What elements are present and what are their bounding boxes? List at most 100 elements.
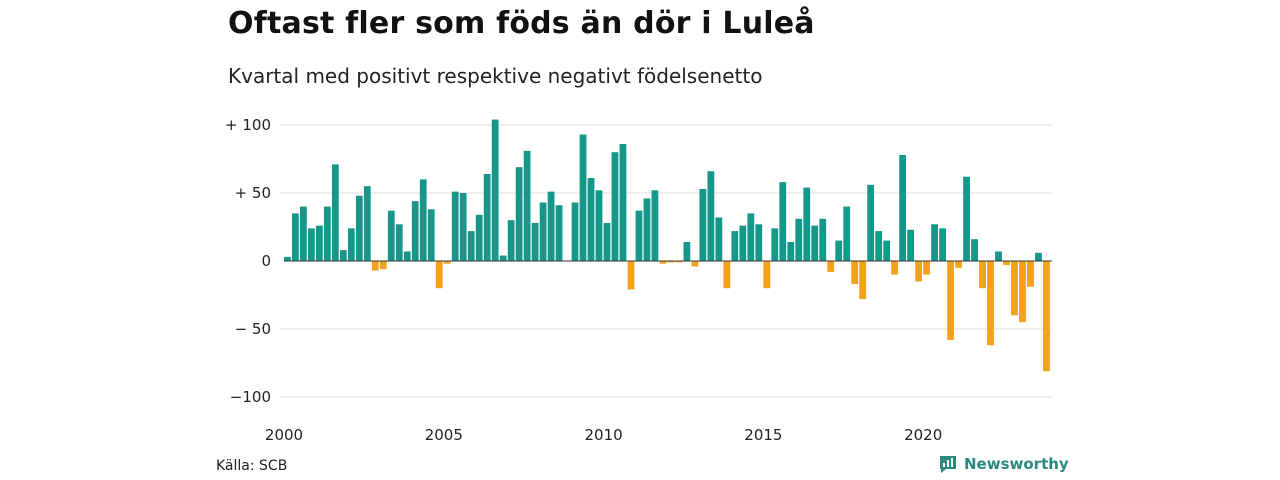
- bar-2015-k4: [787, 241, 795, 261]
- bar-2002-k2: [355, 195, 363, 261]
- bar-2005-k3: [459, 193, 467, 261]
- bar-2000-k4: [307, 228, 315, 261]
- bar-2007-k4: [531, 222, 539, 261]
- bar-2015-k1: [763, 261, 771, 289]
- bar-2011-k4: [659, 261, 667, 264]
- bar-2009-k4: [595, 190, 603, 261]
- bar-2023-k1: [1019, 261, 1026, 323]
- brand-name: Newsworthy: [964, 455, 1069, 473]
- bar-2021-k1: [955, 261, 962, 268]
- bar-2015-k2: [771, 228, 779, 261]
- bar-2005-k4: [467, 231, 475, 261]
- y-tick-label: −100: [230, 388, 271, 406]
- source-note: Källa: SCB: [216, 458, 288, 474]
- x-tick-label: 2010: [585, 426, 623, 444]
- bar-2004-k4: [435, 261, 443, 289]
- bar-2003-k3: [395, 224, 403, 261]
- bar-2007-k2: [515, 167, 523, 261]
- bar-2000-k1: [284, 256, 291, 261]
- bar-2020-k3: [939, 228, 946, 261]
- x-tick-labels: 2000 2005 2010 2015 2020: [265, 426, 942, 444]
- bar-2013-k2: [707, 171, 715, 261]
- bar-2000-k3: [299, 206, 307, 261]
- bar-2001-k1: [315, 225, 323, 261]
- bar-2022-k3: [1003, 261, 1010, 266]
- bar-2006-k4: [499, 255, 507, 261]
- bar-2008-k2: [547, 191, 555, 261]
- bar-2023-k2: [1027, 261, 1034, 287]
- bar-2010-k3: [619, 144, 627, 261]
- gridlines: [280, 124, 1052, 398]
- y-tick-label: + 50: [235, 184, 271, 202]
- bar-2011-k2: [643, 198, 651, 261]
- chart-subtitle: Kvartal med positivt respektive negativt…: [228, 64, 763, 88]
- bar-2016-k3: [811, 225, 819, 261]
- bar-2003-k2: [387, 210, 395, 261]
- y-tick-label: 0: [261, 252, 271, 270]
- bar-2006-k3: [491, 119, 499, 261]
- bar-2016-k2: [803, 187, 811, 261]
- bar-2011-k1: [635, 210, 643, 261]
- bar-2010-k2: [611, 152, 619, 261]
- bar-2017-k1: [827, 261, 835, 272]
- bar-2021-k3: [971, 239, 978, 261]
- bar-2017-k3: [843, 206, 851, 261]
- bar-2004-k2: [419, 179, 427, 261]
- bar-2014-k1: [731, 231, 739, 261]
- bar-2019-k1: [891, 261, 899, 275]
- bar-2022-k4: [1011, 261, 1018, 316]
- bar-2004-k1: [411, 201, 419, 261]
- bar-2022-k1: [987, 261, 994, 346]
- bar-2012-k1: [667, 261, 675, 263]
- bar-2007-k1: [507, 220, 515, 261]
- brand-logo[interactable]: Newsworthy: [938, 454, 1069, 474]
- bar-2002-k1: [347, 228, 355, 261]
- bar-2009-k3: [587, 178, 595, 261]
- bar-2021-k2: [963, 176, 970, 261]
- bar-2020-k1: [923, 261, 930, 275]
- bar-2020-k2: [931, 224, 938, 261]
- bar-2017-k4: [851, 261, 859, 285]
- bar-2010-k1: [603, 222, 611, 261]
- bar-2002-k4: [371, 261, 379, 271]
- bar-2012-k4: [691, 261, 699, 267]
- bar-2020-k4: [947, 261, 954, 340]
- bar-2019-k4: [915, 261, 923, 282]
- y-tick-label: − 50: [235, 320, 271, 338]
- bar-2018-k4: [883, 240, 891, 261]
- bar-2002-k3: [363, 186, 371, 261]
- bar-2023-k3: [1035, 252, 1042, 261]
- bar-2007-k3: [523, 150, 531, 261]
- bar-2014-k2: [739, 225, 747, 261]
- bar-2004-k3: [427, 209, 435, 261]
- bar-2001-k2: [323, 206, 331, 261]
- bar-2019-k2: [899, 154, 907, 261]
- bar-2017-k2: [835, 240, 843, 261]
- x-tick-label: 2020: [904, 426, 942, 444]
- bar-2003-k4: [403, 251, 411, 261]
- bar-2014-k4: [755, 224, 763, 261]
- bar-2003-k1: [379, 261, 387, 270]
- bar-2008-k3: [555, 205, 563, 261]
- bar-chart-icon: [938, 454, 958, 474]
- bar-2016-k4: [819, 218, 827, 261]
- bar-2005-k1: [443, 261, 451, 264]
- bar-2014-k3: [747, 213, 755, 261]
- bar-2016-k1: [795, 218, 803, 261]
- y-tick-labels: + 100 + 50 0 − 50 −100: [225, 116, 271, 406]
- bar-2001-k3: [331, 164, 339, 261]
- bar-2011-k3: [651, 190, 659, 261]
- bar-2018-k3: [875, 231, 883, 261]
- x-tick-label: 2000: [265, 426, 303, 444]
- bar-2012-k2: [675, 261, 683, 263]
- bar-2006-k1: [475, 214, 483, 261]
- bar-2018-k1: [859, 261, 867, 300]
- y-tick-label: + 100: [225, 116, 271, 134]
- bar-2012-k3: [683, 241, 691, 261]
- bar-2010-k4: [627, 261, 635, 290]
- bar-2019-k3: [907, 229, 915, 261]
- bar-2021-k4: [979, 261, 986, 289]
- bar-2015-k3: [779, 182, 787, 261]
- chart-title: Oftast fler som föds än dör i Luleå: [228, 6, 815, 41]
